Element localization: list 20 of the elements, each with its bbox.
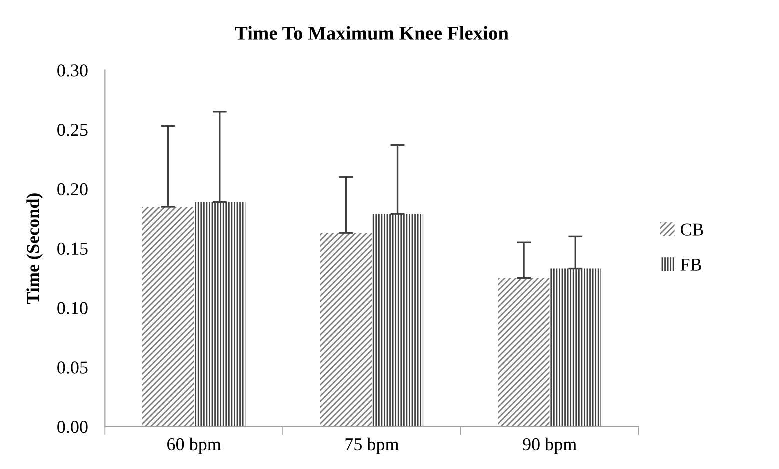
bar	[498, 278, 550, 427]
x-tick-label: 60 bpm	[168, 438, 222, 454]
legend-label: CB	[680, 224, 704, 236]
bar	[320, 233, 372, 427]
legend-label: FB	[680, 258, 702, 271]
y-tick-label: 0.25	[58, 124, 88, 136]
bar	[194, 202, 246, 427]
y-tick-label: 0.05	[58, 362, 88, 374]
y-tick-label: 0.15	[58, 242, 88, 256]
chart-title: Time To Maximum Knee Flexion	[235, 26, 509, 40]
y-tick-label: 0.00	[58, 421, 88, 434]
bar	[142, 206, 194, 427]
y-axis-title: Time (Second)	[26, 194, 44, 304]
bar	[550, 268, 602, 427]
y-tick-label: 0.20	[58, 183, 88, 196]
x-tick-label: 75 bpm	[346, 438, 400, 454]
y-tick-label: 0.30	[58, 64, 88, 77]
bar	[372, 214, 424, 427]
y-tick-label: 0.10	[58, 302, 88, 314]
x-tick-label: 90 bpm	[523, 438, 577, 454]
